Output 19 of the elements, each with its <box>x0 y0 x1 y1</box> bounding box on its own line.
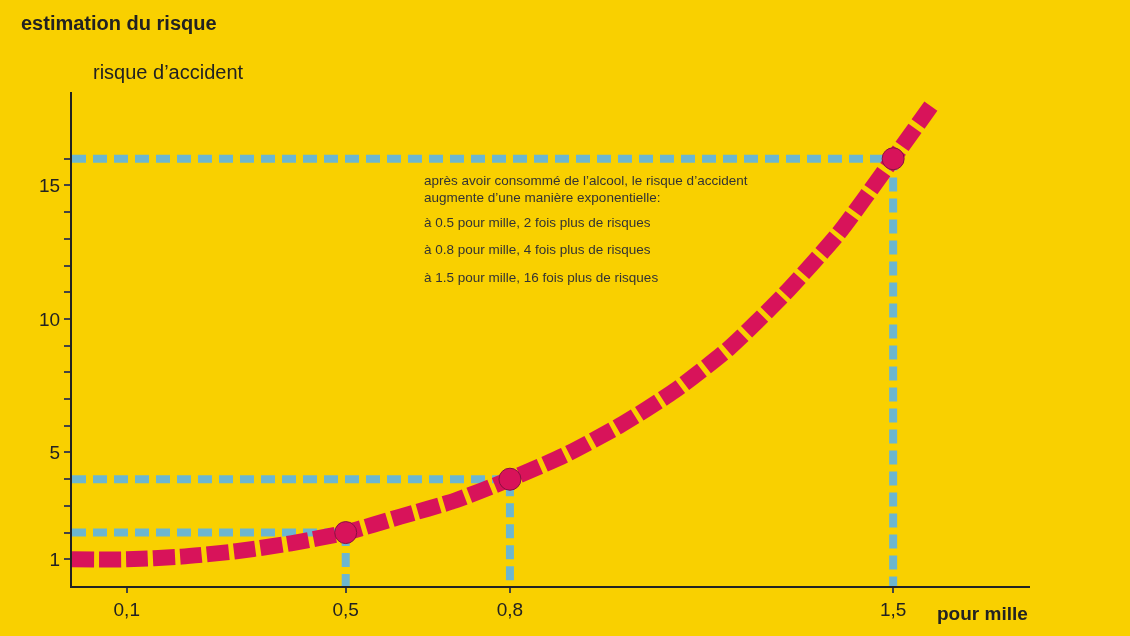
annotation: à 1.5 pour mille, 16 fois plus de risques <box>424 270 659 285</box>
y-tick-label: 10 <box>39 308 61 330</box>
annotation: à 0.8 pour mille, 4 fois plus de risques <box>424 242 651 257</box>
y-axis-title: risque d’accident <box>93 61 244 83</box>
annotation: à 0.5 pour mille, 2 fois plus de risques <box>424 215 651 230</box>
x-tick-label: 1,5 <box>879 598 907 620</box>
point <box>334 521 358 545</box>
point <box>881 147 905 171</box>
chart-title: estimation du risque <box>21 12 217 34</box>
point <box>498 467 522 491</box>
annotation: augmente d’une manière exponentielle: <box>424 190 661 205</box>
y-tick-label: 5 <box>49 442 61 464</box>
annotation: après avoir consommé de l’alcool, le risque d’accident <box>424 173 748 188</box>
x-tick-label: 0,5 <box>332 598 359 620</box>
y-tick-label: 1 <box>49 548 61 570</box>
x-tick-label: 0,8 <box>496 598 524 620</box>
y-tick-label: 15 <box>39 175 61 197</box>
x-axis-title: pour mille <box>937 603 1028 624</box>
x-tick-label: 0,1 <box>113 598 140 620</box>
